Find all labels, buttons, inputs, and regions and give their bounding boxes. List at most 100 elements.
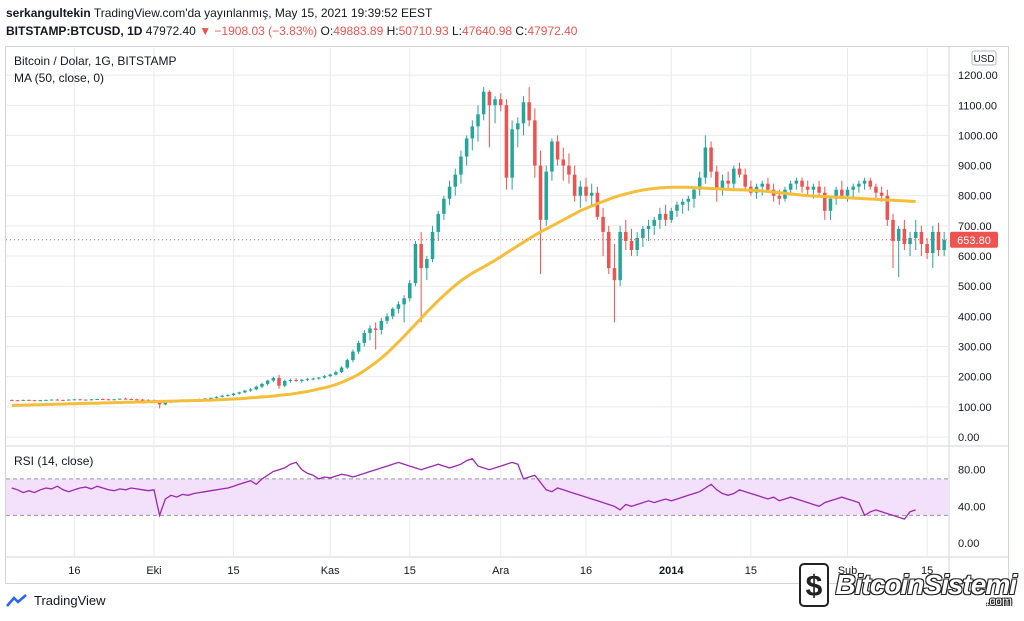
candle-up [913,231,918,238]
rsi-tick-label: 40.00 [958,501,986,513]
time-tick-label: 16 [68,565,80,577]
candle-up [38,400,43,402]
candle-up [311,378,315,380]
candle-up [379,320,384,330]
candle-up [390,308,395,317]
candle-up [669,210,674,220]
price-tick-label: 700.00 [958,221,992,233]
candle-up [459,156,463,175]
candle-down [805,186,810,190]
candle-down [766,183,770,190]
candle-up [931,231,935,254]
price-change: ▼ −1908.03 (−3.83%) [199,24,318,38]
candle-down [129,399,133,400]
candle-down [726,180,730,184]
candle-down [715,171,719,190]
candle-down [743,174,747,187]
candle-up [118,398,122,400]
ma-legend: MA (50, close, 0) [14,71,105,85]
candle-up [732,168,736,184]
candle-down [800,180,804,187]
price-tick-label: 1100.00 [958,100,997,112]
time-tick-label: Ara [492,565,510,577]
chart-frame[interactable] [5,46,1009,584]
candle-down [61,399,65,401]
candle-down [10,399,14,401]
low-label: L: [452,24,463,38]
price-tick-label: 0.00 [958,432,979,444]
candle-down [891,219,895,241]
candle-down [817,186,821,193]
candle-up [66,399,71,401]
price-tick-label: 100.00 [958,402,992,414]
candle-down [101,399,105,400]
candle-up [464,138,469,157]
price-tick-label: 600.00 [958,251,992,263]
candle-down [737,168,742,175]
candle-up [72,399,77,401]
chart-header: serkangultekin TradingView.com'da yayınl… [6,4,577,40]
high-label: H: [386,24,399,38]
low-value: 47640.98 [462,24,513,38]
price-tick-label: 800.00 [958,191,992,203]
candle-down [823,192,827,211]
candle-up [237,392,241,394]
candle-up [305,378,310,380]
candle-up [851,186,855,190]
candle-down [498,99,503,106]
published-info: TradingView.com'da yayınlanmış, May 15, … [90,6,433,20]
candle-up [453,174,458,187]
candle-up [834,189,838,199]
candle-up [692,189,696,199]
candle-up [265,380,270,384]
candle-up [334,372,338,375]
time-tick-label: Eki [146,565,161,577]
candle-up [675,204,679,211]
candle-up [908,237,912,244]
candle-up [112,399,116,401]
candle-down [294,380,298,381]
candle-up [641,228,645,238]
candle-up [658,213,662,220]
price-tick-label: 400.00 [958,311,992,323]
candle-down [487,91,492,106]
candle-down [55,399,60,401]
close-value: 47972.40 [527,24,578,38]
candle-down [123,398,128,400]
candle-up [89,399,94,401]
candle-up [209,397,213,399]
author-name[interactable]: serkangultekin [6,6,91,20]
candle-up [396,304,401,309]
candle-up [231,393,236,396]
candle-down [277,377,281,386]
candle-down [533,120,537,166]
last-price-label: 653.80 [957,235,991,247]
candle-up [49,399,54,401]
symbol-line: BITSTAMP:BTCUSD, 1D 47972.40 ▼ −1908.03 … [6,22,577,40]
candle-up [425,259,429,269]
rsi-band [6,478,948,516]
candle-up [646,225,651,229]
candle-up [470,126,475,139]
price-tick-label: 300.00 [958,342,992,354]
candle-down [135,399,139,401]
watermark-text: BitcoinSistemi [835,569,1017,600]
candle-up [652,219,656,226]
high-value: 50710.93 [398,24,449,38]
candle-up [214,396,219,398]
last-price: 47972.40 [145,24,196,38]
candle-up [226,395,230,397]
tradingview-logo[interactable]: TradingView [6,593,106,608]
candle-up [896,228,901,241]
candle-up [317,377,321,379]
price-tick-label: 900.00 [958,161,992,173]
candle-up [248,389,253,391]
rsi-tick-label: 0.00 [958,538,979,550]
candle-up [857,183,861,187]
candle-up [550,141,554,172]
candle-up [260,383,264,387]
candle-up [243,390,247,393]
candle-up [345,360,350,368]
close-label: C: [515,24,528,38]
